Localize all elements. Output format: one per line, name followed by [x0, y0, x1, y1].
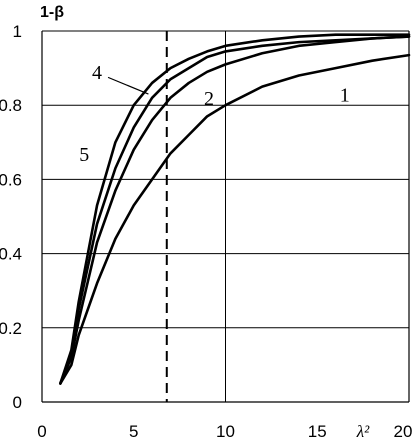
- curve-label-4: 4: [92, 62, 102, 84]
- y-axis-title: 1-β: [40, 4, 64, 21]
- x-tick-label-3: 15: [308, 422, 327, 441]
- series-line-1: [59, 53, 411, 385]
- x-tick-label-4: 20: [394, 422, 413, 441]
- y-tick-label-4: 0.8: [0, 96, 22, 115]
- series-line-5: [59, 33, 411, 385]
- x-tick-label-1: 5: [129, 422, 138, 441]
- x-axis-title: λ²: [356, 422, 370, 441]
- series-line-4: [59, 35, 411, 385]
- curve-label-5: 5: [79, 144, 89, 166]
- y-tick-label-3: 0.6: [0, 170, 22, 189]
- x-tick-label-2: 10: [216, 422, 235, 441]
- series-line-2: [59, 35, 411, 385]
- x-tick-label-0: 0: [37, 422, 46, 441]
- y-tick-label-1: 0.2: [0, 319, 22, 338]
- curve-label-pointer: [107, 76, 149, 95]
- y-tick-label-2: 0.4: [0, 245, 22, 264]
- y-tick-label-5: 1: [13, 22, 22, 41]
- curve-label-1: 1: [340, 84, 350, 106]
- y-tick-label-0: 0: [13, 393, 22, 412]
- curve-label-2: 2: [204, 88, 214, 110]
